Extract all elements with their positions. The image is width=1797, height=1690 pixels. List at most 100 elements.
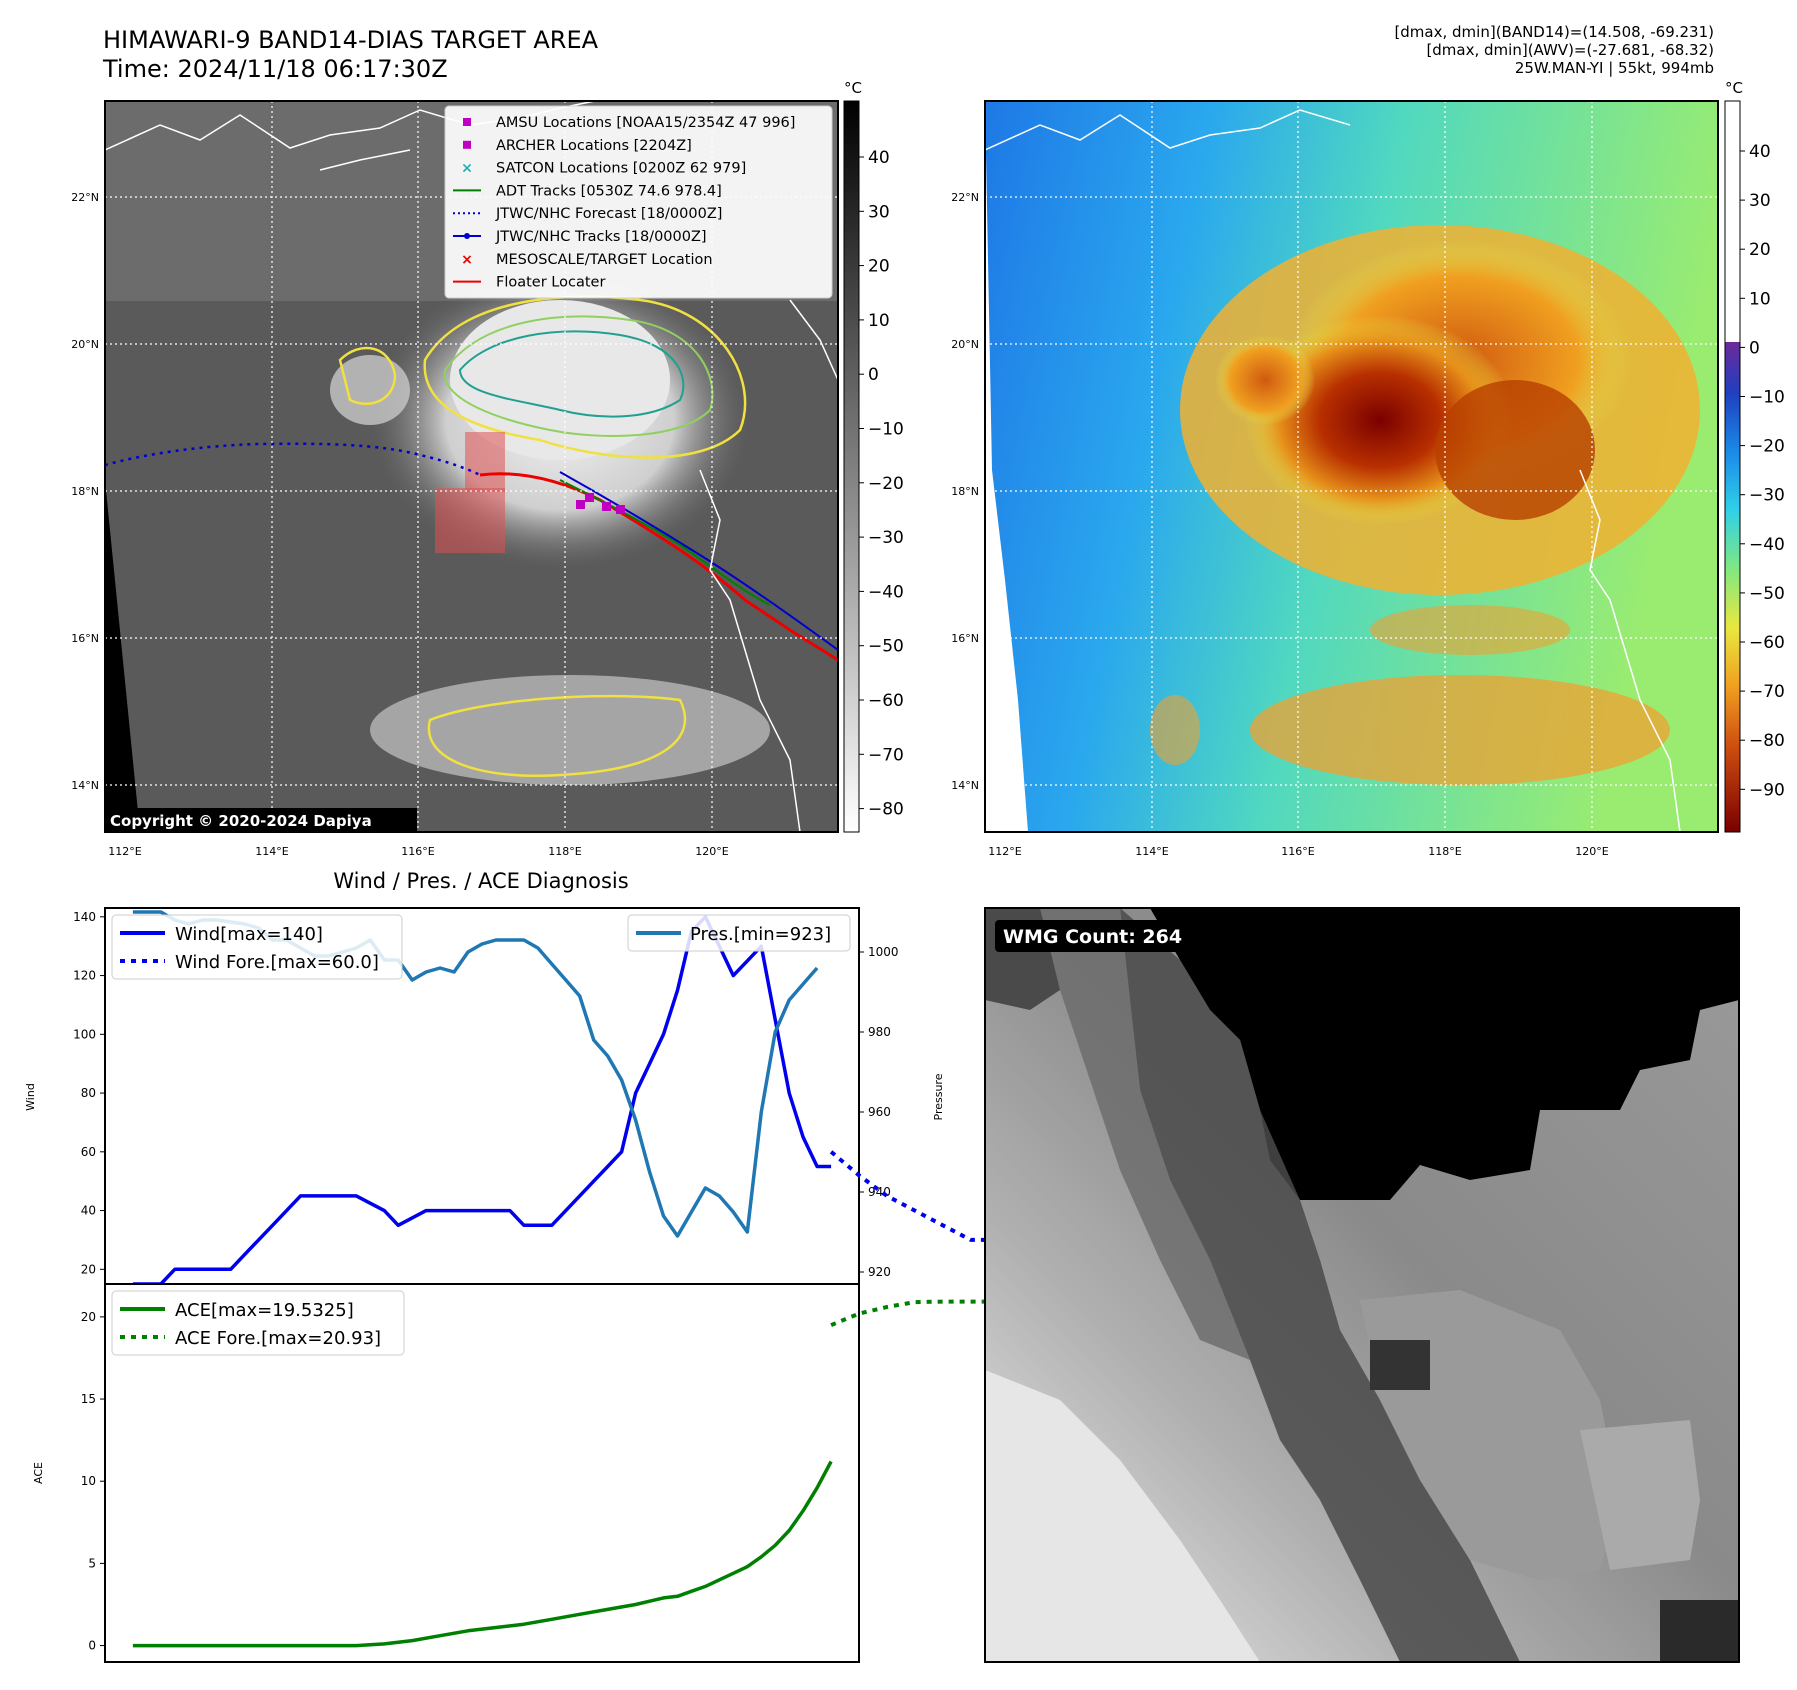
colorbar-tick-label: −80	[868, 800, 904, 820]
longitude-label: 120°E	[1575, 845, 1608, 858]
wmg-image	[985, 908, 1739, 1662]
series-line	[829, 1150, 999, 1242]
colorbar-tick-label: 40	[868, 148, 890, 168]
copyright-text: Copyright © 2020-2024 Dapiya	[110, 812, 372, 830]
latitude-label: 14°N	[71, 779, 99, 792]
series-line	[132, 915, 832, 1286]
info-line1: [dmax, dmin](BAND14)=(14.508, -69.231)	[1394, 23, 1714, 41]
main-title: HIMAWARI-9 BAND14-DIAS TARGET AREA Time:…	[103, 26, 598, 84]
pressure-legend: Pres.[min=923]	[627, 914, 851, 952]
diagnosis-title: Wind / Pres. / ACE Diagnosis	[333, 869, 628, 893]
wv-map-frame	[984, 100, 1719, 833]
wv-colorbar-unit: °C	[1725, 79, 1743, 97]
legend-x-marker: ×	[461, 252, 473, 268]
title-line1: HIMAWARI-9 BAND14-DIAS TARGET AREA	[103, 26, 599, 54]
legend-label: MESOSCALE/TARGET Location	[496, 252, 713, 268]
legend-label: JTWC/NHC Forecast [18/0000Z]	[495, 206, 722, 222]
colorbar-tick-label: 10	[1749, 289, 1771, 309]
y-tick-label: 10	[81, 1474, 96, 1488]
colorbar-tick-label: −50	[868, 637, 904, 657]
colorbar-tick-label: −70	[868, 745, 904, 765]
colorbar-tick-label: −40	[868, 582, 904, 602]
wind-axis-label: Wind	[24, 1083, 37, 1111]
y2-tick-label: 920	[868, 1265, 891, 1279]
colorbar-tick-label: 40	[1749, 142, 1771, 162]
y-tick-label: 60	[81, 1145, 96, 1159]
series-line	[830, 1299, 999, 1327]
colorbar-tick-label: 20	[1749, 240, 1771, 260]
latitude-label: 22°N	[951, 191, 979, 204]
legend-dot	[464, 233, 470, 239]
y2-tick-label: 1000	[868, 945, 899, 959]
y-tick-label: 0	[88, 1639, 96, 1653]
info-line3: 25W.MAN-YI | 55kt, 994mb	[1514, 59, 1714, 77]
ir-colorbar-ticks: 40 30 20 10 0 −10 −20 −30 −40 −50 −60 −70 −80	[859, 148, 904, 820]
wv-colorbar	[1724, 100, 1741, 833]
ace-legend-label: ACE[max=19.5325]	[175, 1300, 354, 1321]
latitude-label: 18°N	[71, 485, 99, 498]
y-tick-label: 140	[73, 910, 96, 924]
colorbar-tick-label: 0	[1749, 338, 1760, 358]
y2-tick-label: 980	[868, 1025, 891, 1039]
latitude-label: 20°N	[71, 338, 99, 351]
legend-square-marker	[463, 118, 471, 126]
colorbar-tick-label: −20	[1749, 437, 1785, 457]
y-tick-label: 20	[81, 1262, 96, 1276]
latitude-label: 16°N	[71, 632, 99, 645]
colorbar-tick-label: −70	[1749, 682, 1785, 702]
latitude-label: 16°N	[951, 632, 979, 645]
y-tick-label: 40	[81, 1204, 96, 1218]
latitude-label: 20°N	[951, 338, 979, 351]
colorbar-tick-label: −60	[1749, 633, 1785, 653]
colorbar-tick-label: −20	[868, 474, 904, 494]
y2-tick-label: 960	[868, 1105, 891, 1119]
colorbar-tick-label: 20	[868, 257, 890, 277]
legend-label: AMSU Locations [NOAA15/2354Z 47 996]	[496, 115, 795, 131]
wmg-count-label: WMG Count: 264	[1003, 926, 1182, 948]
longitude-label: 114°E	[255, 845, 288, 858]
colorbar-tick-label: −60	[868, 691, 904, 711]
ace-chart: 0 5 10 15 20	[81, 1299, 999, 1653]
map-legend: AMSU Locations [NOAA15/2354Z 47 996] ARCH…	[444, 105, 833, 299]
wv-colorbar-ticks: 40 30 20 10 0 −10 −20 −30 −40 −50 −60 −70 −80 −90	[1740, 142, 1785, 800]
wv-satellite-image	[985, 101, 1718, 832]
pressure-axis-label: Pressure	[932, 1073, 945, 1120]
legend-label: ADT Tracks [0530Z 74.6 978.4]	[496, 183, 722, 199]
legend-label: JTWC/NHC Tracks [18/0000Z]	[495, 229, 707, 245]
colorbar-tick-label: −30	[1749, 486, 1785, 506]
ir-colorbar	[843, 100, 860, 833]
ir-map-frame	[104, 100, 839, 833]
colorbar-tick-label: −10	[1749, 388, 1785, 408]
pressure-legend-label: Pres.[min=923]	[690, 924, 831, 945]
colorbar-tick-label: −80	[1749, 731, 1785, 751]
latitude-label: 14°N	[951, 779, 979, 792]
storm-info: [dmax, dmin](BAND14)=(14.508, -69.231) […	[1394, 23, 1714, 77]
y-tick-label: 80	[81, 1086, 96, 1100]
longitude-label: 114°E	[1135, 845, 1168, 858]
legend-label: SATCON Locations [0200Z 62 979]	[496, 161, 746, 177]
wmg-label-box	[995, 920, 1203, 952]
ace-axis-label: ACE	[32, 1462, 45, 1484]
y-tick-label: 5	[88, 1556, 96, 1570]
colorbar-tick-label: 10	[868, 311, 890, 331]
colorbar-tick-label: −30	[868, 528, 904, 548]
wind-legend-label: Wind[max=140]	[175, 924, 323, 945]
longitude-label: 112°E	[988, 845, 1021, 858]
ir-colorbar-unit: °C	[844, 79, 862, 97]
longitude-label: 116°E	[1281, 845, 1314, 858]
ace-legend: ACE[max=19.5325] ACE Fore.[max=20.93]	[111, 1290, 405, 1356]
longitude-label: 118°E	[548, 845, 581, 858]
y-tick-label: 15	[81, 1392, 96, 1406]
y-tick-label: 120	[73, 969, 96, 983]
longitude-label: 120°E	[695, 845, 728, 858]
legend-label: Floater Locater	[496, 275, 605, 291]
y-tick-label: 100	[73, 1027, 96, 1041]
legend-label: ARCHER Locations [2204Z]	[496, 138, 692, 154]
wv-gridlines: 112°E 114°E 116°E 118°E 120°E 22°N 20°N 18°N 16°…	[951, 101, 1718, 858]
legend-x-marker: ×	[461, 161, 473, 177]
wind-legend: Wind[max=140] Wind Fore.[max=60.0]	[111, 914, 403, 980]
info-line2: [dmax, dmin](AWV)=(-27.681, -68.32)	[1426, 41, 1714, 59]
colorbar-tick-label: −90	[1749, 780, 1785, 800]
wind-fore-legend-label: Wind Fore.[max=60.0]	[175, 952, 379, 973]
